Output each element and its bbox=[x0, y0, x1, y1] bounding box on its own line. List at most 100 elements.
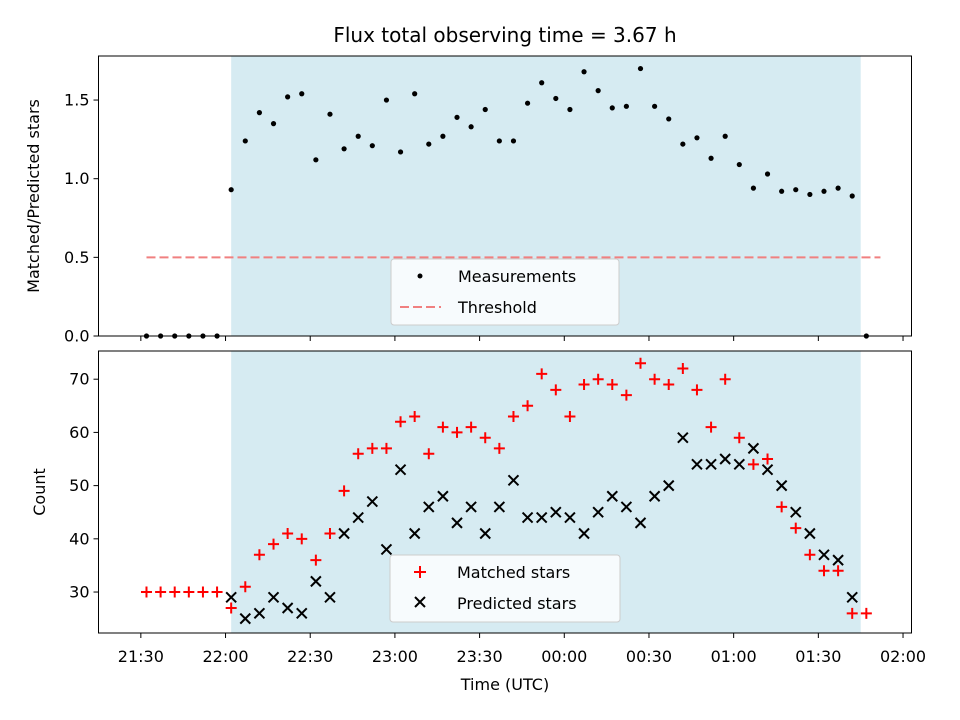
matched-star-point bbox=[140, 586, 152, 598]
measurement-point bbox=[609, 105, 615, 111]
y-tick-label: 0.0 bbox=[64, 327, 89, 346]
matched-star-point bbox=[324, 528, 336, 540]
matched-star-point bbox=[564, 410, 576, 422]
predicted-star-point bbox=[507, 474, 520, 487]
predicted-star-point bbox=[747, 442, 760, 455]
predicted-star-point bbox=[366, 495, 379, 508]
predicted-star-point bbox=[818, 549, 830, 561]
measurement-point bbox=[383, 97, 390, 103]
legend-threshold-label: Threshold bbox=[457, 298, 537, 317]
y-tick-label: 50 bbox=[69, 476, 89, 495]
count-y-axis-label: Count bbox=[30, 468, 49, 516]
matched-star-point bbox=[253, 549, 265, 561]
x-axis-label: Time (UTC) bbox=[460, 675, 549, 694]
matched-star-point bbox=[747, 458, 759, 470]
legend-predicted-marker bbox=[414, 596, 426, 608]
matched-star-point bbox=[620, 389, 632, 401]
matched-star-point bbox=[705, 421, 717, 433]
x-tick-label: 23:30 bbox=[457, 647, 503, 666]
y-tick-label: 30 bbox=[69, 583, 89, 602]
matched-star-point bbox=[155, 586, 167, 598]
predicted-star-point bbox=[846, 591, 858, 604]
predicted-star-point bbox=[705, 458, 717, 471]
predicted-star-point bbox=[394, 463, 407, 476]
matched-stars-points bbox=[140, 357, 872, 619]
matched-star-point bbox=[649, 373, 661, 385]
predicted-star-point bbox=[465, 501, 477, 513]
measurement-point bbox=[327, 111, 333, 117]
measurement-point bbox=[835, 185, 841, 191]
measurement-point bbox=[553, 95, 559, 102]
matched-star-point bbox=[451, 426, 463, 438]
count-y-ticks: 30 40 50 60 70 bbox=[69, 370, 99, 602]
measurement-point bbox=[228, 187, 234, 193]
predicted-star-point bbox=[550, 506, 562, 518]
ratio-y-ticks: 0.0 0.5 1.0 1.5 bbox=[64, 91, 99, 346]
predicted-star-point bbox=[564, 511, 576, 524]
matched-star-point bbox=[197, 586, 209, 598]
matched-star-point bbox=[733, 432, 745, 444]
measurement-point bbox=[369, 143, 375, 149]
legend-matched-label: Matched stars bbox=[457, 563, 570, 582]
predicted-star-point bbox=[761, 463, 774, 476]
measurement-point bbox=[355, 133, 361, 139]
measurement-point bbox=[764, 171, 771, 177]
matched-star-point bbox=[550, 384, 562, 396]
measurement-point bbox=[793, 187, 799, 193]
predicted-stars-points bbox=[225, 432, 858, 625]
legend-measurement-marker bbox=[417, 273, 423, 279]
predicted-star-point bbox=[296, 607, 308, 620]
predicted-star-point bbox=[380, 543, 393, 556]
matched-star-point bbox=[352, 448, 364, 460]
measurement-point bbox=[779, 188, 785, 194]
measurement-point bbox=[397, 149, 404, 155]
measurement-point bbox=[412, 91, 418, 97]
count-legend-box bbox=[389, 554, 621, 623]
matched-star-point bbox=[225, 602, 237, 614]
matched-star-point bbox=[423, 448, 435, 460]
measurement-point bbox=[524, 100, 531, 106]
predicted-star-point bbox=[281, 602, 294, 614]
matched-star-point bbox=[606, 379, 618, 391]
matched-star-point bbox=[776, 501, 788, 513]
matched-star-point bbox=[493, 442, 505, 454]
predicted-star-point bbox=[832, 554, 844, 566]
x-tick-label: 02:00 bbox=[880, 647, 926, 666]
count-axes-frame bbox=[98, 350, 912, 634]
matched-star-point bbox=[635, 357, 646, 369]
predicted-star-point bbox=[790, 506, 802, 518]
matched-star-point bbox=[860, 607, 872, 619]
matched-star-point bbox=[832, 565, 844, 577]
predicted-star-point bbox=[733, 458, 746, 471]
predicted-star-point bbox=[225, 591, 237, 604]
matched-star-point bbox=[395, 416, 407, 428]
measurement-point bbox=[299, 91, 305, 97]
matched-star-point bbox=[282, 528, 294, 540]
matched-star-point bbox=[211, 586, 223, 598]
measurement-point bbox=[623, 103, 629, 109]
measurement-point bbox=[680, 141, 686, 147]
measurement-point bbox=[750, 185, 757, 191]
matched-star-point bbox=[409, 410, 421, 422]
matched-star-point bbox=[507, 410, 519, 422]
measurement-point bbox=[595, 88, 601, 94]
predicted-star-point bbox=[775, 479, 788, 492]
matched-star-point bbox=[479, 432, 491, 444]
measurement-point bbox=[821, 188, 827, 194]
matched-star-point bbox=[338, 485, 350, 497]
y-tick-label: 1.5 bbox=[64, 91, 89, 110]
measurement-point bbox=[341, 146, 347, 152]
matched-star-point bbox=[296, 533, 308, 545]
y-tick-label: 40 bbox=[69, 529, 89, 548]
measurement-point bbox=[849, 193, 855, 199]
measurement-point bbox=[581, 69, 587, 75]
predicted-star-point bbox=[479, 527, 491, 540]
measurement-point bbox=[256, 110, 263, 116]
count-legend: Matched stars Predicted stars bbox=[389, 554, 621, 623]
x-tick-label: 23:00 bbox=[372, 647, 418, 666]
matched-star-point bbox=[465, 421, 477, 433]
predicted-star-point bbox=[493, 501, 506, 513]
matched-star-point bbox=[366, 442, 378, 454]
measurement-point bbox=[708, 155, 714, 161]
